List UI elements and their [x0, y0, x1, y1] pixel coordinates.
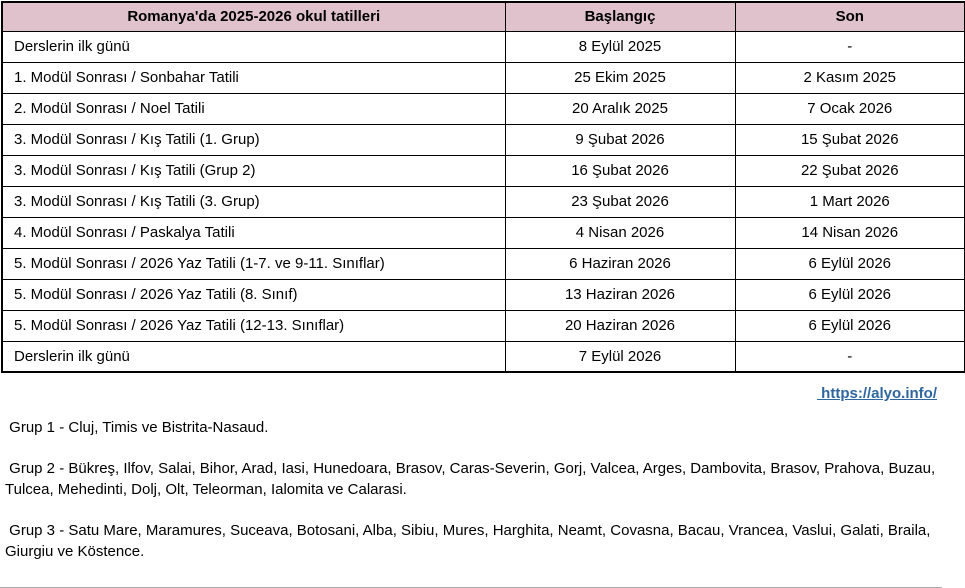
holiday-name-cell: 1. Modül Sonrası / Sonbahar Tatili — [1, 61, 506, 94]
table-row: 3. Modül Sonrası / Kış Tatili (1. Grup) … — [1, 123, 965, 156]
end-date-cell: 1 Mart 2026 — [734, 185, 965, 218]
group-note: Grup 1 - Cluj, Timis ve Bistrita-Nasaud. — [5, 419, 269, 436]
table-row: Derslerin ilk günü 7 Eylül 2026 - — [1, 340, 965, 373]
table-row: 5. Modül Sonrası / 2026 Yaz Tatili (12-1… — [1, 309, 965, 342]
table-row: 4. Modül Sonrası / Paskalya Tatili 4 Nis… — [1, 216, 965, 249]
table-row: 3. Modül Sonrası / Kış Tatili (3. Grup) … — [1, 185, 965, 218]
start-date-cell: 25 Ekim 2025 — [504, 61, 736, 94]
start-date-cell: 20 Haziran 2026 — [504, 309, 736, 342]
source-link-row: https://alyo.info/ — [0, 384, 965, 404]
end-date-cell: 14 Nisan 2026 — [734, 216, 965, 249]
school-holidays-table: Romanya'da 2025-2026 okul tatilleri Başl… — [1, 1, 965, 373]
end-date-cell: - — [734, 340, 965, 373]
notes: Grup 1 - Cluj, Timis ve Bistrita-Nasaud.… — [0, 417, 965, 562]
table-row: 5. Modül Sonrası / 2026 Yaz Tatili (1-7.… — [1, 247, 965, 280]
start-date-cell: 8 Eylül 2025 — [504, 30, 736, 63]
start-column-header: Başlangıç — [504, 1, 736, 32]
start-date-cell: 23 Şubat 2026 — [504, 185, 736, 218]
end-date-cell: 6 Eylül 2026 — [734, 247, 965, 280]
end-date-cell: 7 Ocak 2026 — [734, 92, 965, 125]
start-date-cell: 7 Eylül 2026 — [504, 340, 736, 373]
holiday-table-body: Derslerin ilk günü 8 Eylül 2025 - 1. Mod… — [1, 30, 965, 373]
start-date-cell: 20 Aralık 2025 — [504, 92, 736, 125]
holiday-name-cell: 3. Modül Sonrası / Kış Tatili (Grup 2) — [1, 154, 506, 187]
end-date-cell: 2 Kasım 2025 — [734, 61, 965, 94]
end-column-header: Son — [734, 1, 965, 32]
table-row: 5. Modül Sonrası / 2026 Yaz Tatili (8. S… — [1, 278, 965, 311]
table-row: Derslerin ilk günü 8 Eylül 2025 - — [1, 30, 965, 63]
end-date-cell: 6 Eylül 2026 — [734, 309, 965, 342]
holiday-name-cell: 5. Modül Sonrası / 2026 Yaz Tatili (1-7.… — [1, 247, 506, 280]
start-date-cell: 4 Nisan 2026 — [504, 216, 736, 249]
holiday-name-cell: 4. Modül Sonrası / Paskalya Tatili — [1, 216, 506, 249]
end-date-cell: 22 Şubat 2026 — [734, 154, 965, 187]
start-date-cell: 16 Şubat 2026 — [504, 154, 736, 187]
end-date-cell: 6 Eylül 2026 — [734, 278, 965, 311]
end-date-cell: - — [734, 30, 965, 63]
holiday-name-cell: 5. Modül Sonrası / 2026 Yaz Tatili (12-1… — [1, 309, 506, 342]
alyo-info-link[interactable]: https://alyo.info/ — [817, 385, 937, 402]
start-date-cell: 9 Şubat 2026 — [504, 123, 736, 156]
table-title-header: Romanya'da 2025-2026 okul tatilleri — [1, 1, 506, 32]
holiday-name-cell: Derslerin ilk günü — [1, 340, 506, 373]
holiday-name-cell: Derslerin ilk günü — [1, 30, 506, 63]
table-row: 2. Modül Sonrası / Noel Tatili 20 Aralık… — [1, 92, 965, 125]
group-note: Grup 2 - Bükreş, Ilfov, Salai, Bihor, Ar… — [5, 460, 940, 498]
start-date-cell: 6 Haziran 2026 — [504, 247, 736, 280]
holiday-name-cell: 2. Modül Sonrası / Noel Tatili — [1, 92, 506, 125]
holiday-name-cell: 3. Modül Sonrası / Kış Tatili (1. Grup) — [1, 123, 506, 156]
end-date-cell: 15 Şubat 2026 — [734, 123, 965, 156]
table-row: 3. Modül Sonrası / Kış Tatili (Grup 2) 1… — [1, 154, 965, 187]
holiday-name-cell: 3. Modül Sonrası / Kış Tatili (3. Grup) — [1, 185, 506, 218]
group-note: Grup 3 - Satu Mare, Maramures, Suceava, … — [5, 522, 935, 560]
table-row: 1. Modül Sonrası / Sonbahar Tatili 25 Ek… — [1, 61, 965, 94]
table-header-row: Romanya'da 2025-2026 okul tatilleri Başl… — [1, 1, 965, 32]
start-date-cell: 13 Haziran 2026 — [504, 278, 736, 311]
holiday-name-cell: 5. Modül Sonrası / 2026 Yaz Tatili (8. S… — [1, 278, 506, 311]
